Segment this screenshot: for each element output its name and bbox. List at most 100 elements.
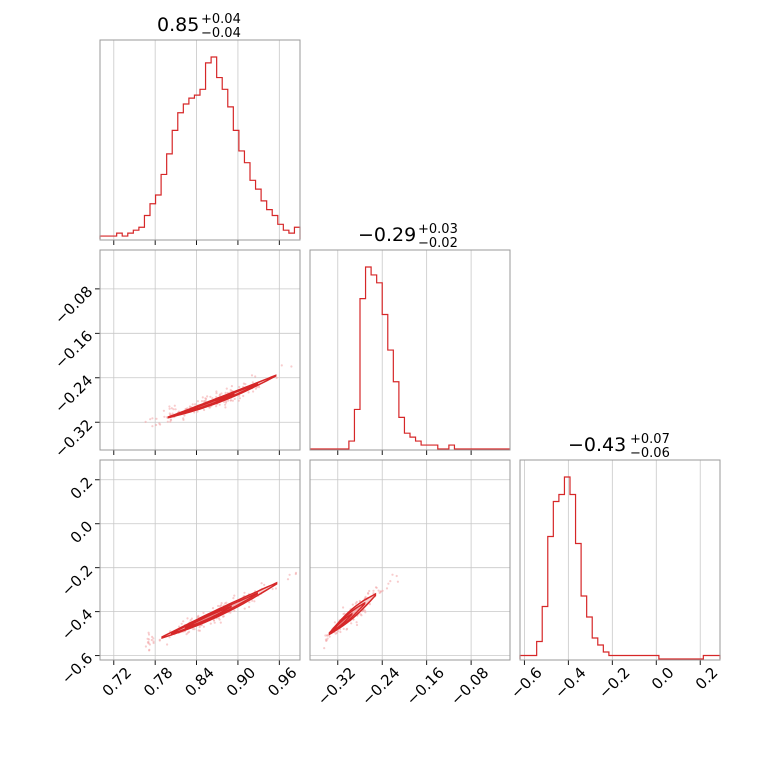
sample-point	[342, 612, 345, 616]
sample-point	[337, 630, 340, 633]
sample-point	[182, 417, 185, 420]
sample-point	[231, 399, 234, 402]
sample-point	[224, 401, 228, 404]
sample-point	[233, 594, 236, 597]
sample-point	[196, 400, 199, 403]
sample-point	[151, 635, 154, 639]
sample-points	[144, 364, 293, 428]
sample-point	[144, 645, 147, 648]
x-tick-label: 0.96	[264, 664, 300, 700]
sample-point	[250, 374, 254, 377]
sample-point	[215, 395, 218, 398]
sample-point	[219, 605, 222, 608]
histogram-step-line	[310, 266, 510, 450]
vertical-gridlines	[113, 40, 280, 240]
histogram-panel-param-2	[519, 459, 721, 665]
title-param-1-upper: +0.03	[418, 222, 458, 237]
sample-point	[183, 414, 186, 417]
contour-fill-level-2	[332, 613, 352, 631]
sample-point	[254, 387, 257, 390]
sample-point	[201, 396, 204, 399]
title-param-2-upper: +0.07	[630, 432, 670, 447]
x-tick-label: −0.6	[507, 664, 545, 702]
sample-point	[170, 407, 173, 410]
sample-point	[190, 617, 193, 620]
sample-point	[233, 609, 236, 612]
sample-point	[294, 571, 298, 574]
x-tick-label: −0.32	[314, 664, 359, 709]
y-tick-labels-param-1: −0.32−0.24−0.16−0.08	[51, 283, 96, 462]
sample-point	[220, 602, 223, 605]
sample-point	[328, 635, 331, 638]
sample-point	[359, 613, 362, 616]
x-tick-label: −0.16	[403, 664, 448, 709]
vertical-gridlines	[113, 460, 280, 660]
sample-point	[275, 376, 278, 379]
sample-point	[324, 634, 327, 637]
sample-point	[213, 621, 216, 624]
sample-point	[354, 602, 357, 605]
sample-point	[215, 392, 218, 395]
sample-point	[158, 422, 161, 425]
sample-point	[230, 385, 233, 388]
histogram-step-line	[99, 56, 301, 239]
sample-point	[238, 385, 241, 389]
sample-point	[375, 586, 378, 589]
x-tick-label: 0.90	[223, 664, 259, 700]
sample-point	[147, 633, 151, 636]
sample-point	[372, 592, 375, 595]
sample-point	[251, 381, 254, 384]
sample-point	[219, 621, 222, 624]
sample-point	[202, 611, 205, 615]
sample-point	[339, 630, 342, 634]
sample-point	[208, 406, 211, 409]
vertical-gridlines	[337, 460, 472, 660]
sample-point	[225, 387, 228, 390]
contour-line-level-1	[329, 601, 366, 635]
sample-point	[200, 400, 204, 403]
x-tick-label: −0.08	[447, 664, 492, 709]
sample-point	[162, 409, 165, 412]
sample-point	[185, 633, 188, 636]
horizontal-gridlines	[100, 288, 300, 423]
sample-point	[274, 587, 278, 590]
sample-point	[198, 629, 201, 632]
title-param-2: −0.43	[568, 434, 626, 456]
scatter-panel-param-1-vs-param-2	[309, 459, 511, 665]
histogram-panel-param-0	[99, 39, 301, 245]
sample-point	[233, 397, 236, 400]
sample-point	[358, 599, 361, 603]
contour-line-level-1	[170, 592, 258, 635]
sample-point	[144, 420, 147, 423]
x-tick-label: 0.0	[648, 664, 678, 694]
sample-point	[350, 622, 353, 625]
sample-point	[334, 632, 337, 635]
x-tick-label: 0.84	[181, 664, 217, 700]
sample-point	[377, 589, 380, 592]
sample-point	[215, 390, 218, 393]
sample-point	[218, 403, 221, 406]
sample-point	[178, 625, 181, 628]
sample-point	[243, 607, 246, 610]
sample-point	[326, 634, 329, 637]
sample-point	[387, 582, 390, 585]
histogram-panel-param-1	[309, 249, 511, 455]
contour-line-level-0	[328, 592, 377, 636]
x-tick-labels-param-2: −0.6 −0.4 −0.2 0.0 0.2	[507, 664, 721, 702]
scatter-panel-param-0-vs-param-1	[95, 249, 301, 455]
title-param-0-lower: −0.04	[201, 26, 241, 41]
sample-point	[163, 415, 166, 418]
horizontal-gridlines	[310, 479, 510, 657]
y-tick-label: −0.24	[51, 371, 96, 416]
sample-point	[192, 628, 195, 631]
sample-point	[149, 418, 152, 421]
y-tick-label: −0.4	[58, 605, 96, 643]
sample-point	[342, 606, 345, 609]
sample-point	[193, 411, 196, 414]
sample-point	[166, 420, 169, 423]
sample-point	[151, 417, 154, 420]
sample-point	[168, 636, 171, 639]
horizontal-gridlines	[100, 479, 300, 657]
sample-point	[152, 641, 155, 645]
sample-point	[368, 603, 371, 606]
